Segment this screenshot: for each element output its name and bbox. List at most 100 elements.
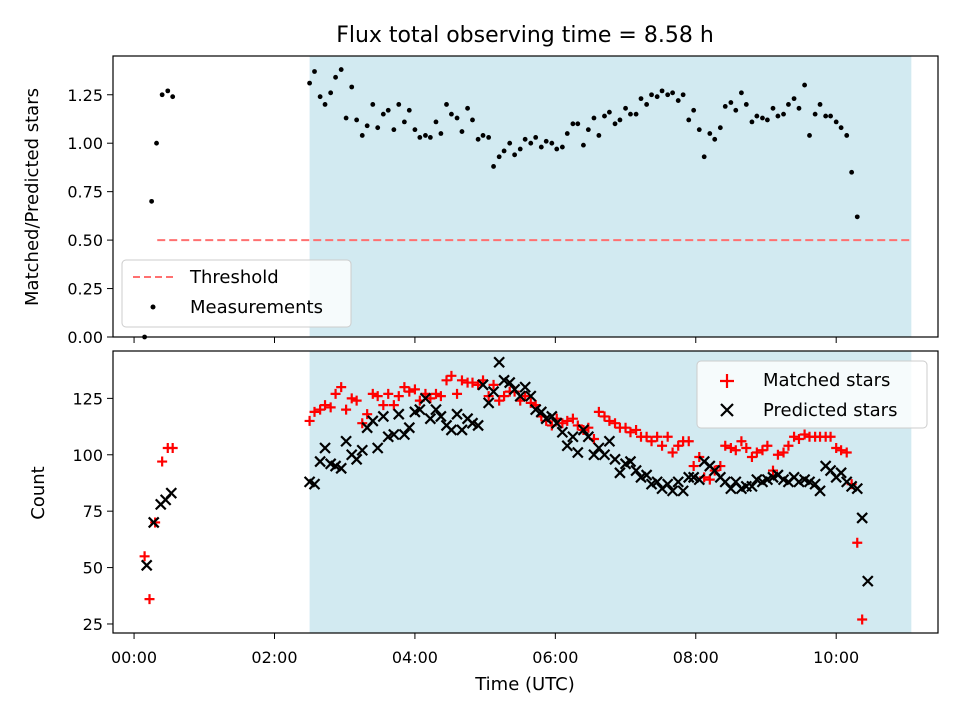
measurement-point — [354, 117, 360, 123]
predicted-star-point — [445, 424, 458, 436]
matched-star-point — [736, 436, 747, 447]
measurement-point — [707, 131, 713, 136]
chart-title: Flux total observing time = 8.58 h — [336, 23, 714, 48]
measurement-point — [781, 111, 786, 117]
top-ytick-label: 0.75 — [67, 183, 103, 202]
measurement-point — [670, 90, 675, 96]
matched-star-point — [467, 377, 478, 388]
predicted-star-point — [314, 455, 326, 468]
legend-measurements-swatch — [150, 304, 156, 310]
measurement-point — [559, 144, 565, 150]
measurement-point — [322, 102, 328, 107]
measurement-point — [644, 102, 650, 107]
predicted-star-point — [556, 426, 569, 438]
measurement-point — [701, 154, 707, 160]
predicted-star-point — [614, 467, 626, 479]
measurement-point — [638, 96, 644, 102]
legend-measurements-label: Measurements — [190, 297, 323, 318]
measurement-point — [385, 107, 391, 113]
top-ytick-label: 0.00 — [67, 328, 103, 347]
matched-star-point — [778, 447, 789, 458]
measurement-point — [317, 94, 323, 100]
matched-star-point — [562, 415, 573, 426]
measurement-point — [654, 94, 660, 100]
measurement-point — [396, 102, 402, 107]
matched-star-point — [341, 404, 352, 415]
matched-star-point — [662, 431, 673, 442]
matched-star-point — [456, 375, 467, 386]
measurement-point — [570, 121, 576, 127]
measurement-point — [533, 134, 539, 140]
predicted-star-point — [419, 392, 432, 405]
measurement-point — [849, 169, 855, 175]
measurement-point — [338, 67, 344, 72]
measurement-point — [170, 94, 176, 100]
predicted-star-point — [524, 390, 537, 402]
measurement-point — [364, 123, 370, 129]
matched-star-point — [857, 614, 868, 625]
matched-star-point — [139, 551, 150, 562]
predicted-star-point — [546, 410, 558, 423]
measurement-point — [854, 214, 860, 220]
matched-star-point — [657, 440, 668, 451]
predicted-star-point — [519, 381, 531, 393]
matched-star-point — [351, 395, 362, 406]
matched-star-point — [378, 400, 389, 411]
top-observing-span — [309, 56, 912, 337]
predicted-star-point — [477, 379, 489, 391]
measurement-point — [380, 111, 386, 117]
measurement-point — [791, 96, 797, 102]
matched-star-point — [488, 379, 499, 390]
predicted-star-point — [392, 408, 405, 420]
bottom-xtick-label: 06:00 — [532, 648, 578, 667]
predicted-star-point — [514, 390, 527, 402]
matched-star-point — [667, 447, 678, 458]
matched-star-point — [388, 400, 399, 411]
predicted-star-point — [456, 424, 468, 436]
predicted-star-point — [572, 446, 584, 459]
predicted-star-point — [424, 412, 437, 425]
matched-star-point — [499, 391, 510, 402]
predicted-star-point — [140, 559, 153, 572]
predicted-star-point — [588, 448, 600, 461]
predicted-star-point — [165, 487, 178, 499]
predicted-star-point — [677, 485, 689, 497]
predicted-star-point — [598, 448, 611, 461]
measurement-point — [417, 134, 423, 140]
bottom-ylabel: Count — [28, 466, 49, 519]
matched-star-point — [473, 379, 484, 390]
matched-star-point — [836, 445, 847, 456]
measurement-point — [823, 113, 829, 119]
measurement-point — [649, 92, 654, 98]
matched-star-point — [157, 456, 168, 467]
measurement-point — [427, 134, 433, 140]
predicted-star-point — [640, 469, 653, 481]
measurement-point — [470, 117, 475, 123]
matched-star-point — [399, 382, 410, 393]
measurement-point — [333, 74, 338, 80]
predicted-star-point — [630, 464, 642, 477]
measurement-point — [343, 115, 349, 121]
measurement-point — [312, 69, 317, 74]
predicted-star-point — [835, 467, 847, 479]
matched-star-point — [325, 402, 336, 413]
measurement-point — [406, 107, 412, 113]
predicted-star-point — [561, 439, 574, 452]
measurement-point — [749, 119, 755, 125]
predicted-star-point — [319, 442, 331, 454]
legend-matched-label: Matched stars — [763, 370, 890, 391]
predicted-star-point — [335, 462, 347, 475]
top-ytick-label: 1.25 — [67, 86, 103, 105]
measurement-point — [444, 102, 449, 107]
measurement-point — [691, 107, 697, 113]
measurement-point — [807, 133, 812, 138]
legend-predicted-label: Predicted stars — [763, 400, 897, 421]
matched-star-point — [631, 424, 642, 435]
measurement-point — [628, 111, 633, 117]
predicted-star-point — [661, 478, 674, 490]
bottom-legend: Matched stars Predicted stars — [696, 360, 928, 429]
predicted-star-point — [367, 415, 379, 427]
legend-matched-swatch — [720, 374, 734, 388]
predicted-star-point — [814, 485, 826, 497]
